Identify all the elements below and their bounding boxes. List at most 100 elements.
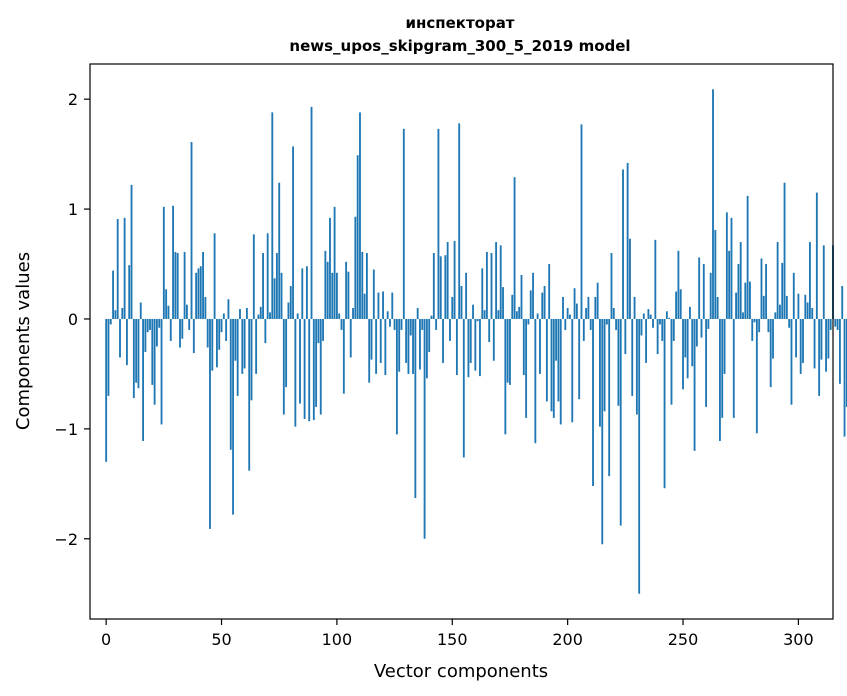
x-tick-label: 0 (101, 630, 111, 649)
bar (608, 318, 611, 477)
bar (116, 218, 119, 319)
bar (668, 317, 671, 319)
bar (289, 286, 292, 319)
bar (165, 289, 168, 319)
bar (755, 318, 758, 434)
bar (405, 318, 408, 363)
bar (552, 318, 555, 418)
bar (691, 318, 694, 367)
bar (451, 296, 454, 319)
x-tick-label: 300 (783, 630, 814, 649)
bar (638, 318, 641, 594)
bar (407, 318, 410, 374)
bar (389, 318, 391, 327)
bar (647, 309, 650, 319)
bar (439, 256, 442, 319)
bar (485, 251, 488, 319)
bar (592, 318, 594, 487)
bar (347, 271, 350, 319)
bar (218, 318, 221, 350)
bar (409, 318, 412, 336)
bar (135, 318, 138, 383)
bar (266, 233, 269, 319)
bar (227, 299, 230, 319)
bar (698, 257, 701, 319)
bar (511, 294, 514, 319)
bar (324, 250, 327, 319)
bar (730, 217, 733, 319)
bar (772, 318, 774, 359)
bar (672, 318, 675, 341)
bar (458, 123, 461, 319)
bar (273, 278, 276, 319)
bar (250, 318, 253, 401)
bar (423, 318, 426, 539)
bar (569, 314, 571, 319)
bar (619, 318, 622, 526)
bar (202, 251, 204, 319)
bar (695, 318, 698, 347)
bar (142, 318, 144, 441)
bar (513, 177, 516, 319)
bar (649, 314, 652, 319)
bar (476, 318, 479, 322)
bar (661, 318, 664, 341)
chart-title-line-2: news_upos_skipgram_300_5_2019 model (289, 37, 630, 55)
bar (813, 318, 816, 369)
bar (571, 318, 574, 423)
bar (515, 311, 518, 319)
bar (322, 318, 324, 341)
bar (716, 296, 719, 319)
bar (453, 240, 456, 319)
bar (589, 318, 592, 330)
bar (280, 272, 283, 319)
bar (825, 318, 827, 372)
bar (294, 318, 297, 427)
bar (779, 304, 781, 319)
bar (684, 318, 687, 358)
bar (728, 250, 731, 319)
bar (370, 318, 373, 360)
bar (105, 318, 108, 462)
bar (843, 318, 846, 437)
bar (564, 318, 567, 330)
bar (222, 313, 225, 319)
bar (195, 272, 198, 319)
bar (693, 318, 696, 451)
bar (836, 318, 839, 330)
bar (659, 318, 661, 325)
bar (612, 307, 615, 319)
bar (372, 269, 375, 319)
bar (123, 217, 126, 319)
bar (375, 318, 378, 374)
bar (599, 318, 601, 427)
bar (585, 307, 588, 319)
bar (252, 234, 255, 319)
bar (562, 296, 564, 319)
bar (714, 229, 717, 319)
bar (495, 242, 498, 319)
bar (326, 261, 329, 319)
bar (834, 318, 837, 327)
bar (829, 318, 832, 330)
bar (391, 292, 394, 319)
bar (645, 318, 648, 363)
bar (677, 250, 680, 319)
bar (758, 318, 761, 333)
bar (705, 318, 708, 407)
bar (785, 295, 788, 319)
bar (783, 182, 786, 319)
bar (271, 112, 274, 319)
bar (633, 296, 636, 319)
bar (363, 293, 366, 319)
bar (774, 312, 777, 319)
bar (479, 318, 481, 377)
bar (338, 313, 341, 319)
bar (349, 318, 352, 358)
bar (109, 318, 112, 325)
bar (502, 287, 504, 319)
bar (670, 318, 673, 405)
bar (462, 318, 465, 458)
bar (425, 318, 428, 379)
bar (211, 318, 214, 371)
